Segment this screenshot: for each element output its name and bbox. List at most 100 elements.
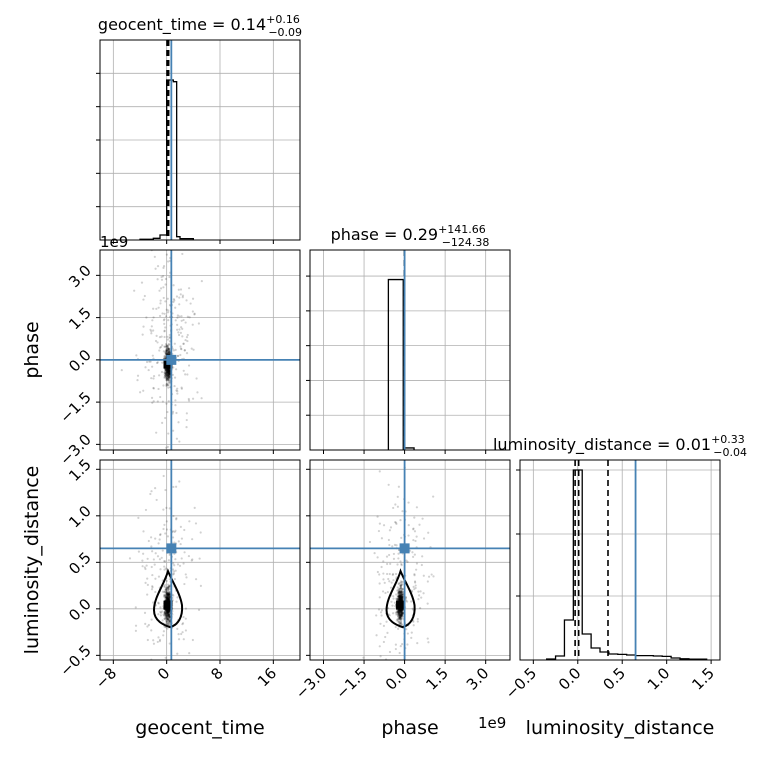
sample-point [394, 643, 397, 646]
sample-point [144, 366, 147, 369]
sample-point [164, 372, 167, 375]
sample-point [167, 369, 170, 373]
sample-point [141, 565, 144, 568]
sample-point [388, 543, 391, 547]
sample-point [167, 597, 170, 601]
sample-point [146, 638, 149, 642]
sample-point [167, 380, 170, 383]
sample-point [400, 609, 403, 612]
sample-point [176, 354, 179, 358]
sample-point [400, 598, 403, 601]
sample-point [165, 591, 168, 594]
sample-point [399, 560, 402, 563]
sample-point [167, 432, 170, 435]
sample-point [166, 586, 170, 589]
sample-point [380, 609, 384, 612]
sample-point [172, 570, 176, 573]
sample-point [413, 530, 417, 533]
sample-point [379, 655, 382, 658]
x-tick-label: −0.5 [502, 664, 540, 702]
sample-point [165, 373, 168, 377]
sample-point [413, 671, 415, 673]
sample-point [400, 591, 403, 594]
sample-point [400, 586, 403, 589]
sample-point [172, 514, 175, 518]
sample-point [163, 368, 167, 371]
sample-point [400, 593, 403, 596]
sample-point [175, 389, 178, 392]
sample-point [164, 350, 167, 353]
sample-point [399, 589, 403, 592]
sample-point [386, 590, 389, 594]
sample-point [399, 594, 402, 597]
sample-point [168, 337, 171, 340]
sample-point [401, 595, 404, 598]
sample-point [167, 346, 170, 349]
sample-point [172, 284, 175, 287]
sample-point [376, 556, 379, 559]
sample-point [165, 593, 168, 596]
sample-point [399, 620, 402, 623]
sample-point [180, 386, 183, 389]
sample-point [167, 368, 171, 371]
sample-point [164, 615, 167, 618]
sample-point [154, 552, 157, 555]
sample-point [400, 597, 403, 600]
y-tick-label: 0.0 [65, 346, 95, 376]
sample-point [390, 600, 393, 603]
sample-point [167, 373, 170, 376]
sample-point [382, 524, 386, 527]
sample-point [391, 604, 394, 607]
sample-point [160, 556, 163, 559]
sample-point [168, 370, 171, 373]
sample-point [398, 596, 402, 599]
sample-point [178, 303, 181, 306]
sample-point [165, 368, 169, 371]
sample-point [406, 643, 409, 646]
sample-point [159, 610, 162, 613]
sample-point [166, 595, 169, 598]
sample-point [197, 322, 200, 325]
sample-point [398, 609, 402, 612]
sample-point [156, 555, 160, 558]
sample-point [410, 631, 413, 634]
sample-point [158, 314, 162, 318]
sample-point [397, 582, 400, 585]
sample-point [166, 370, 169, 373]
sample-point [166, 610, 169, 613]
sample-point [196, 391, 199, 394]
sample-point [172, 485, 175, 489]
sample-point [188, 316, 191, 319]
sample-point [167, 309, 170, 312]
sample-point [168, 616, 171, 619]
sample-point [168, 374, 171, 377]
sample-point [163, 375, 166, 378]
sample-point [186, 339, 189, 343]
sample-point [399, 614, 402, 618]
x-axis-label-geocent_time: geocent_time [135, 717, 264, 739]
sample-point [156, 361, 159, 364]
sample-point [381, 590, 385, 593]
sample-point [150, 377, 153, 380]
sample-point [160, 335, 163, 338]
sample-point [164, 315, 168, 318]
sample-point [165, 611, 168, 614]
sample-point [184, 321, 187, 324]
sample-point [174, 348, 177, 351]
sample-point [166, 610, 170, 613]
sample-point [168, 381, 171, 384]
sample-point [163, 355, 166, 358]
sample-point [166, 610, 169, 613]
sample-point [165, 528, 169, 531]
sample-point [416, 642, 419, 645]
sample-point [150, 325, 153, 328]
sample-point [385, 572, 389, 576]
sample-point [400, 614, 403, 617]
sample-point [165, 619, 168, 622]
sample-point [167, 620, 170, 623]
sample-point [168, 609, 171, 612]
sample-point [165, 372, 168, 375]
sample-point [399, 594, 403, 598]
sample-point [186, 315, 189, 318]
